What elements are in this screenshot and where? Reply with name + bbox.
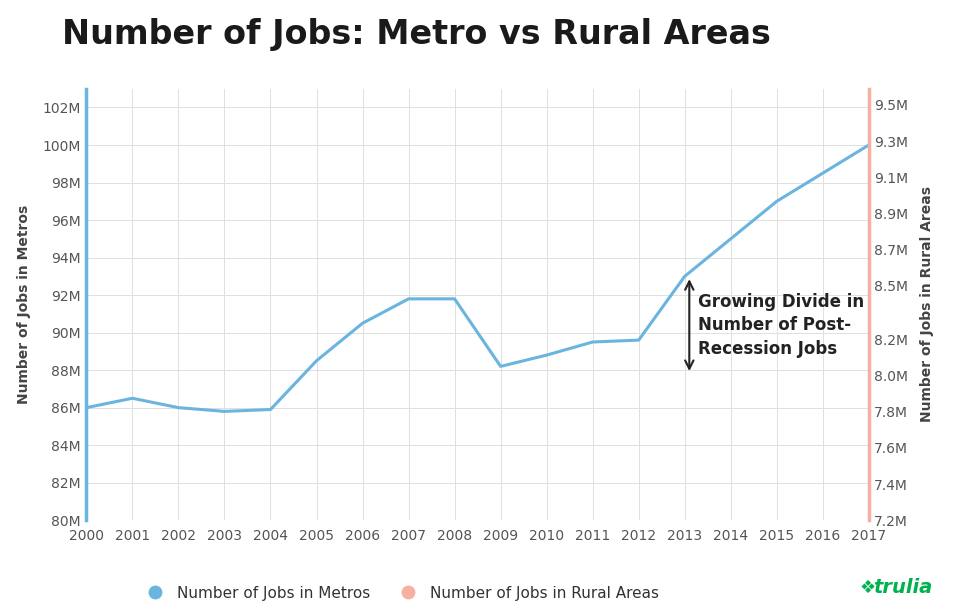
Y-axis label: Number of Jobs in Rural Areas: Number of Jobs in Rural Areas bbox=[920, 187, 933, 422]
Legend: Number of Jobs in Metros, Number of Jobs in Rural Areas: Number of Jobs in Metros, Number of Jobs… bbox=[134, 580, 664, 607]
Text: Number of Jobs: Metro vs Rural Areas: Number of Jobs: Metro vs Rural Areas bbox=[62, 18, 771, 51]
Text: Growing Divide in
Number of Post-
Recession Jobs: Growing Divide in Number of Post- Recess… bbox=[698, 293, 864, 357]
Text: ❖: ❖ bbox=[859, 579, 876, 597]
Y-axis label: Number of Jobs in Metros: Number of Jobs in Metros bbox=[17, 205, 32, 404]
Text: trulia: trulia bbox=[874, 578, 933, 597]
